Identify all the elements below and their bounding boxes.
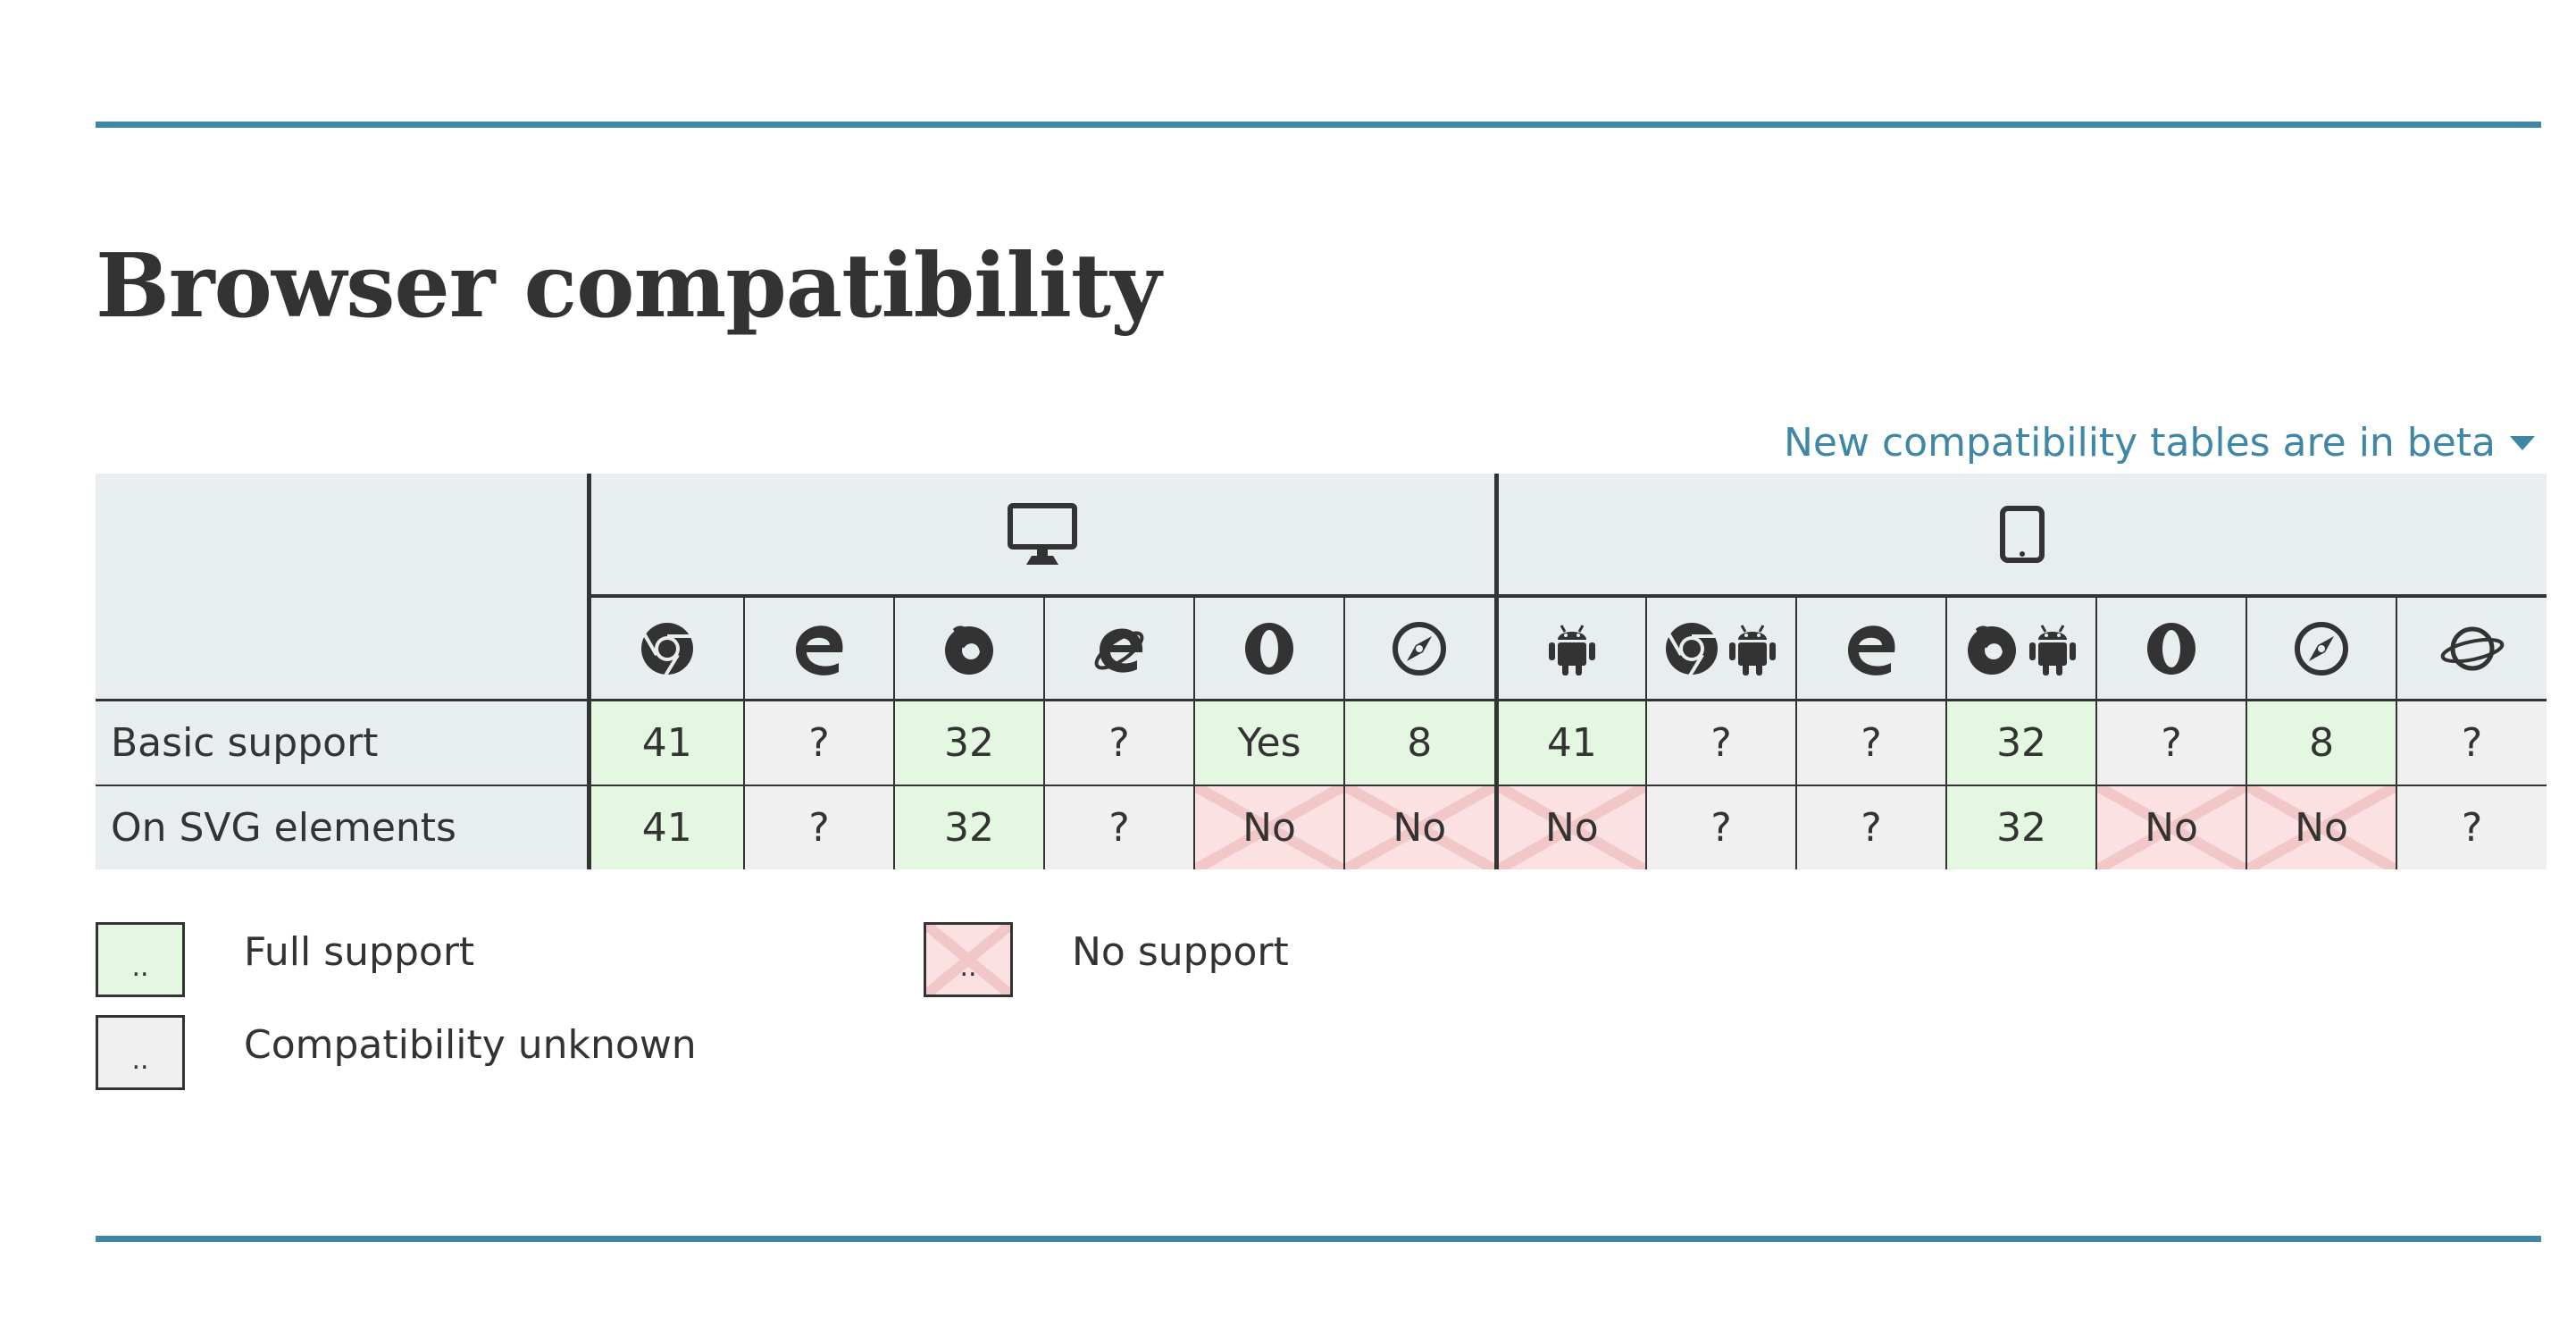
firefox-icon — [945, 625, 993, 675]
support-cell[interactable]: No — [2246, 785, 2398, 869]
support-cell[interactable]: ? — [744, 700, 895, 786]
browser-chrome[interactable] — [586, 596, 745, 701]
support-cell[interactable]: No — [1194, 785, 1345, 869]
legend-label-full-support: Full support — [244, 929, 475, 975]
legend-label-unknown: Compatibility unknown — [244, 1022, 697, 1068]
mobile-category-header — [1493, 474, 2547, 598]
support-cell[interactable]: 8 — [2246, 700, 2398, 786]
support-cell[interactable]: ? — [1796, 700, 1948, 786]
browser-edge[interactable] — [744, 596, 895, 701]
browser-safari[interactable] — [1344, 596, 1498, 701]
safari-icon — [1393, 621, 1447, 676]
browser-safari-ios[interactable] — [2246, 596, 2398, 701]
legend-swatch-no-support: .. — [924, 922, 1013, 997]
opera-icon — [1245, 622, 1293, 675]
top-divider — [96, 122, 2541, 128]
support-cell[interactable]: ? — [2096, 700, 2248, 786]
android-icon — [1548, 624, 1595, 676]
page-title: Browser compatibility — [96, 235, 1161, 338]
opera-mobile-icon — [2147, 622, 2196, 675]
bottom-divider — [96, 1236, 2541, 1242]
beta-tables-link[interactable]: New compatibility tables are in beta — [1784, 420, 2535, 466]
support-cell[interactable]: 41 — [586, 700, 745, 786]
feature-name: Basic support — [96, 700, 589, 786]
support-cell[interactable]: No — [1493, 785, 1648, 869]
browser-internet-explorer[interactable] — [1044, 596, 1195, 701]
support-cell[interactable]: 32 — [1946, 785, 2098, 869]
support-cell[interactable]: 41 — [1493, 700, 1648, 786]
samsung-internet-icon — [2440, 626, 2504, 670]
support-cell[interactable]: 8 — [1344, 700, 1498, 786]
legend-swatch-unknown: .. — [96, 1015, 185, 1090]
chrome-android-icon — [1666, 622, 1777, 676]
support-cell[interactable]: 32 — [894, 785, 1045, 869]
compatibility-table: Basic support 41 ? 32 ? Yes 8 41 ? ? 32 … — [96, 474, 2547, 869]
browser-opera-mobile[interactable] — [2096, 596, 2248, 701]
table-row: Basic support 41 ? 32 ? Yes 8 41 ? ? 32 … — [96, 700, 2547, 786]
support-cell[interactable]: ? — [1044, 700, 1195, 786]
beta-link-label: New compatibility tables are in beta — [1784, 420, 2496, 466]
support-cell[interactable]: ? — [744, 785, 895, 869]
browser-edge-mobile[interactable] — [1796, 596, 1948, 701]
edge-mobile-icon — [1848, 625, 1895, 676]
browser-samsung-internet[interactable] — [2396, 596, 2547, 701]
support-cell[interactable]: ? — [1796, 785, 1948, 869]
firefox-android-icon — [1968, 624, 2077, 676]
desktop-monitor-icon — [1008, 502, 1078, 565]
support-cell[interactable]: ? — [1646, 700, 1798, 786]
desktop-category-header — [586, 474, 1497, 598]
support-cell[interactable]: 41 — [586, 785, 745, 869]
legend-label-no-support: No support — [1072, 929, 1289, 975]
support-cell[interactable]: 32 — [1946, 700, 2098, 786]
header-corner — [96, 474, 589, 701]
chrome-icon — [640, 622, 693, 676]
support-cell[interactable]: ? — [1044, 785, 1195, 869]
support-cell[interactable]: No — [2096, 785, 2248, 869]
table-row: On SVG elements 41 ? 32 ? No No No ? ? 3… — [96, 785, 2547, 869]
browser-chrome-android[interactable] — [1646, 596, 1798, 701]
legend-swatch-full-support: .. — [96, 922, 185, 997]
support-cell[interactable]: No — [1344, 785, 1498, 869]
support-cell[interactable]: ? — [2396, 785, 2547, 869]
browser-firefox-android[interactable] — [1946, 596, 2098, 701]
support-cell[interactable]: Yes — [1194, 700, 1345, 786]
browser-android-webview[interactable] — [1493, 596, 1648, 701]
browser-firefox[interactable] — [894, 596, 1045, 701]
tablet-icon — [2000, 505, 2045, 563]
support-cell[interactable]: 32 — [894, 700, 1045, 786]
edge-icon — [796, 625, 843, 676]
support-cell[interactable]: ? — [2396, 700, 2547, 786]
internet-explorer-icon — [1094, 628, 1144, 673]
caret-down-icon — [2510, 435, 2535, 450]
browser-opera[interactable] — [1194, 596, 1345, 701]
support-cell[interactable]: ? — [1646, 785, 1798, 869]
feature-name: On SVG elements — [96, 785, 589, 869]
safari-ios-icon — [2295, 621, 2349, 676]
